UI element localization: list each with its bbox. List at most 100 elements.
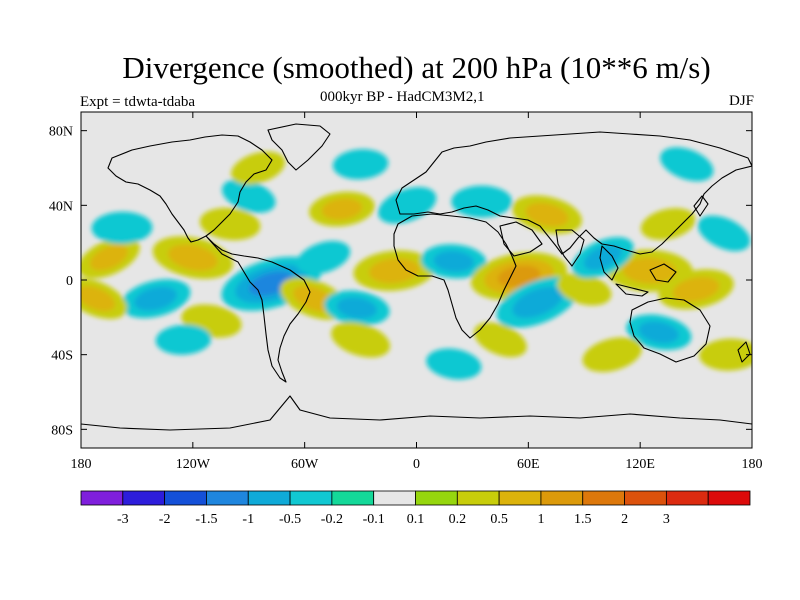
anomaly-contour (512, 286, 563, 319)
x-tick-label: 60W (291, 457, 319, 472)
coast-southeast-asia (599, 245, 677, 297)
coast-greenland (267, 123, 331, 171)
colorbar-label: 1 (537, 512, 544, 527)
colorbar-label: -3 (117, 512, 129, 527)
anomaly-blob (473, 322, 527, 358)
y-tick-label: 40S (51, 349, 73, 364)
x-tick-label: 120W (176, 457, 211, 472)
colorbar-label: 0.2 (449, 512, 467, 527)
anomaly-blob (81, 278, 128, 319)
anomaly-blob (296, 240, 351, 275)
coast-africa (393, 213, 517, 339)
anomaly-blob (353, 250, 435, 291)
anomaly-contour (378, 187, 437, 224)
anomaly-contour (168, 244, 218, 271)
colorbar-swatch (289, 490, 333, 506)
x-tick-label: 120E (625, 457, 655, 472)
colorbar-label: 1.5 (574, 512, 592, 527)
anomaly-contour (199, 207, 261, 241)
anomaly-contour (155, 324, 212, 355)
anomaly-contour (525, 202, 569, 227)
anomaly-blob (451, 185, 513, 218)
anomaly-contour (426, 348, 482, 380)
anomaly-contour (90, 244, 128, 271)
anomaly-blob (660, 147, 714, 182)
anomaly-contour (451, 185, 513, 218)
colorbar-label: 0.5 (490, 512, 508, 527)
colorbar-swatch (206, 490, 249, 506)
anomaly-blob (155, 324, 212, 355)
x-tick-label: 180 (71, 457, 92, 472)
x-tick-label: 0 (413, 457, 420, 472)
coast-japan (693, 195, 709, 217)
anomaly-contour (433, 250, 475, 272)
x-tick-label: 180 (742, 457, 763, 472)
colorbar-swatch (247, 490, 291, 506)
anomaly-blob (81, 236, 140, 279)
anomaly-contour (582, 337, 642, 373)
anomaly-contour (296, 240, 351, 275)
anomaly-contour (660, 147, 714, 182)
colorbar-label: -0.5 (279, 512, 301, 527)
anomaly-contour (134, 286, 177, 311)
anomaly-blob (199, 207, 261, 241)
anomaly-contour (321, 198, 363, 220)
anomaly-blob (152, 236, 233, 279)
anomaly-blob (309, 191, 375, 227)
colorbar-swatch (415, 490, 458, 506)
anomaly-blob (557, 273, 612, 306)
coast-australia (629, 297, 711, 363)
anomaly-contour (583, 244, 622, 271)
coastlines (81, 123, 752, 431)
coast-south-america (205, 235, 311, 383)
coast-india (555, 229, 585, 267)
colorbar-swatch (80, 490, 124, 506)
anomaly-contour (672, 277, 720, 302)
colorbar-swatch (665, 490, 709, 506)
anomaly-blob (697, 215, 751, 252)
coast-antarctica (81, 395, 752, 431)
chart-title: Divergence (smoothed) at 200 hPa (10**6 … (122, 50, 711, 85)
y-tick-label: 0 (66, 274, 73, 289)
colorbar-swatch (122, 490, 166, 506)
map-axes: 180 120W 60W 0 60E 120E 180 80N 40N 0 40S 80S (49, 112, 763, 472)
anomaly-blob (331, 322, 391, 358)
anomaly-blob (378, 187, 437, 224)
y-tick-label: 80N (49, 125, 73, 140)
anomaly-blob (420, 244, 487, 279)
anomaly-contour (331, 322, 391, 358)
colorbar-swatch (540, 490, 584, 506)
anomaly-contour (336, 297, 378, 319)
anomaly-blob (222, 179, 276, 213)
anomaly-contour (91, 211, 153, 244)
season-label: DJF (728, 93, 754, 109)
colorbar-label: 3 (663, 512, 670, 527)
anomaly-contour (81, 286, 116, 312)
coast-eurasia (395, 131, 752, 255)
anomaly-blob (699, 338, 752, 371)
colorbar-label: -0.2 (321, 512, 343, 527)
anomaly-contour (222, 179, 276, 213)
coast-new-zealand (737, 341, 751, 363)
anomaly-blob (626, 314, 692, 351)
anomaly-blob (120, 279, 191, 319)
anomaly-blob (496, 277, 579, 328)
colorbar-swatch (498, 490, 542, 506)
x-tick-label: 60E (517, 457, 540, 472)
colorbar-label: -1 (242, 512, 254, 527)
anomaly-blob (91, 211, 153, 244)
coast-arabia (499, 221, 543, 257)
colorbar-label: -2 (159, 512, 171, 527)
anomaly-blob (324, 290, 390, 326)
anomaly-contour (640, 208, 696, 240)
anomaly-blob (640, 208, 696, 240)
anomaly-contour (638, 321, 679, 344)
coast-north-america (107, 134, 273, 243)
colorbar-swatch (624, 490, 667, 506)
anomaly-blob (582, 337, 642, 373)
y-tick-label: 40N (49, 199, 73, 214)
anomaly-blob (426, 348, 482, 380)
colorbar-swatch (707, 490, 751, 506)
colorbar-swatch (331, 490, 375, 506)
